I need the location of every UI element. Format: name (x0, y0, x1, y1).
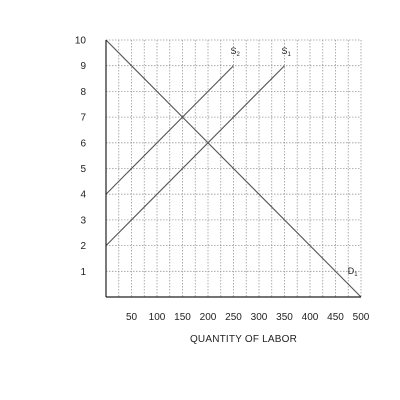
y-tick-label: 6 (80, 138, 86, 149)
y-tick-label: 3 (80, 215, 86, 226)
series-line-d1 (105, 39, 362, 298)
series-lines (105, 39, 362, 298)
x-tick-labels: 50 100 150 200 250 300 350 400 450 500 (126, 312, 370, 323)
series-label-d1: D1 (348, 266, 359, 278)
series-line-s1 (105, 65, 285, 246)
y-tick-label: 2 (80, 241, 86, 252)
x-tick-label: 300 (251, 312, 268, 323)
x-tick-label: 250 (225, 312, 242, 323)
y-tick-labels: 1 2 3 4 5 6 7 8 9 10 (75, 36, 87, 278)
x-tick-label: 500 (353, 312, 370, 323)
series-label-s1: S1 (282, 46, 292, 58)
y-tick-label: 4 (80, 190, 86, 201)
series-label-s2: S2 (231, 46, 241, 58)
x-tick-label: 150 (174, 312, 191, 323)
x-axis-title: QUANTITY OF LABOR (190, 334, 297, 345)
x-tick-label: 400 (302, 312, 319, 323)
x-tick-label: 450 (327, 312, 344, 323)
axes (105, 40, 361, 298)
y-tick-label: 1 (80, 267, 86, 278)
series-line-s2 (105, 65, 234, 195)
x-tick-label: 50 (126, 312, 138, 323)
x-tick-label: 100 (149, 312, 166, 323)
y-tick-label: 9 (80, 61, 86, 72)
x-tick-label: 350 (276, 312, 293, 323)
y-tick-label: 10 (75, 36, 87, 47)
y-tick-label: 5 (80, 164, 86, 175)
series-labels: D1 S1 S2 (231, 46, 359, 278)
x-tick-label: 200 (200, 312, 217, 323)
y-tick-label: 7 (80, 113, 86, 124)
y-tick-label: 8 (80, 87, 86, 98)
